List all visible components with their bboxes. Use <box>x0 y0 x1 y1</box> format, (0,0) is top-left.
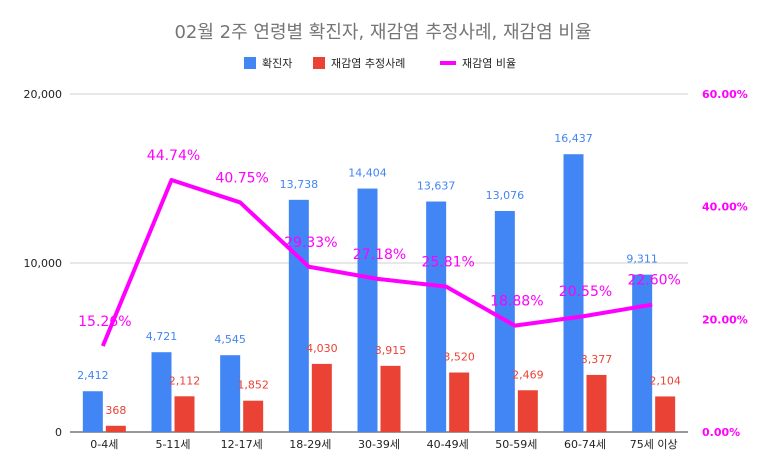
bar-reinfection <box>380 365 401 432</box>
data-label-reinfection: 2,469 <box>512 368 544 381</box>
bar-confirmed <box>563 154 584 432</box>
bar-confirmed <box>632 274 653 432</box>
bar-reinfection <box>174 396 195 432</box>
x-tick-label: 50-59세 <box>495 438 537 451</box>
legend-label-rate: 재감염 비율 <box>462 57 516 70</box>
data-label-confirmed: 13,637 <box>417 180 456 193</box>
y-left-tick-label: 10,000 <box>24 257 63 270</box>
y-left-tick-label: 0 <box>55 426 62 439</box>
data-label-confirmed: 2,412 <box>77 369 109 382</box>
data-label-confirmed: 4,721 <box>146 330 178 343</box>
legend-label-confirmed: 확진자 <box>262 57 292 70</box>
x-tick-label: 0-4세 <box>90 438 118 451</box>
bar-confirmed <box>288 199 309 432</box>
bar-reinfection <box>243 400 264 432</box>
data-label-reinfection: 3,520 <box>443 351 475 364</box>
legend-swatch-reinfection <box>313 57 325 69</box>
y-axis-right: 0.00% 20.00% 40.00% 60.00% <box>702 88 748 439</box>
data-label-rate: 40.75% <box>215 170 268 186</box>
x-tick-label: 40-49세 <box>427 438 469 451</box>
y-left-tick-label: 20,000 <box>24 88 63 101</box>
data-label-confirmed: 16,437 <box>554 132 593 145</box>
y-right-tick-label: 40.00% <box>702 201 748 214</box>
data-label-rate: 20.55% <box>559 284 612 300</box>
data-label-reinfection: 2,112 <box>169 374 201 387</box>
x-tick-label: 60-74세 <box>564 438 606 451</box>
data-label-rate: 25.81% <box>421 255 474 271</box>
data-label-reinfection: 368 <box>105 404 126 417</box>
x-tick-label: 18-29세 <box>289 438 331 451</box>
data-label-rate: 44.74% <box>147 148 200 164</box>
x-tick-label: 12-17세 <box>221 438 263 451</box>
bar-confirmed <box>220 355 241 432</box>
x-tick-label: 75세 이상 <box>630 438 678 451</box>
data-label-rate: 15.26% <box>78 314 131 330</box>
data-label-confirmed: 9,311 <box>626 253 658 266</box>
rate-line: 15.26% 44.74% 40.75% 29.33% 27.18% 25.81% 18.8… <box>78 148 681 347</box>
bar-confirmed <box>82 391 103 432</box>
data-label-reinfection: 3,377 <box>581 353 613 366</box>
data-label-rate: 18.88% <box>490 294 543 310</box>
data-label-reinfection: 1,852 <box>237 379 269 392</box>
rate-line-path <box>100 177 653 347</box>
y-right-tick-label: 0.00% <box>702 426 740 439</box>
data-label-rate: 27.18% <box>353 247 406 263</box>
data-label-confirmed: 14,404 <box>348 167 387 180</box>
data-label-confirmed: 4,545 <box>214 333 246 346</box>
legend-label-reinfection: 재감염 추정사례 <box>331 57 405 70</box>
data-label-confirmed: 13,076 <box>486 189 525 202</box>
legend: 확진자 재감염 추정사례 재감염 비율 <box>244 57 516 70</box>
bar-reinfection <box>311 363 332 432</box>
bar-reinfection <box>105 425 126 432</box>
grid <box>70 93 688 433</box>
bar-reinfection <box>449 372 470 432</box>
x-tick-label: 5-11세 <box>155 438 190 451</box>
bar-confirmed <box>151 352 172 432</box>
legend-swatch-confirmed <box>244 57 256 69</box>
bar-confirmed <box>426 201 447 432</box>
data-label-rate: 29.33% <box>284 235 337 251</box>
y-right-tick-label: 20.00% <box>702 313 748 326</box>
data-label-reinfection: 4,030 <box>306 342 338 355</box>
x-axis: 0-4세 5-11세 12-17세 18-29세 30-39세 40-49세 50-59세 6… <box>90 438 677 451</box>
bar-confirmed <box>357 188 378 432</box>
y-axis-left: 0 10,000 20,000 <box>24 88 63 439</box>
chart-title: 02월 2주 연령별 확진자, 재감염 추정사례, 재감염 비율 <box>174 22 591 43</box>
bar-labels: 2,4123684,7212,1124,5451,85213,7384,0301… <box>77 132 681 417</box>
data-label-confirmed: 13,738 <box>280 178 319 191</box>
y-right-tick-label: 60.00% <box>702 88 748 101</box>
data-label-reinfection: 3,915 <box>375 344 407 357</box>
data-label-rate: 22.60% <box>627 273 680 289</box>
bar-reinfection <box>517 390 538 432</box>
data-label-reinfection: 2,104 <box>649 374 681 387</box>
x-tick-label: 30-39세 <box>358 438 400 451</box>
bar-reinfection <box>655 396 676 432</box>
bar-reinfection <box>586 374 607 432</box>
